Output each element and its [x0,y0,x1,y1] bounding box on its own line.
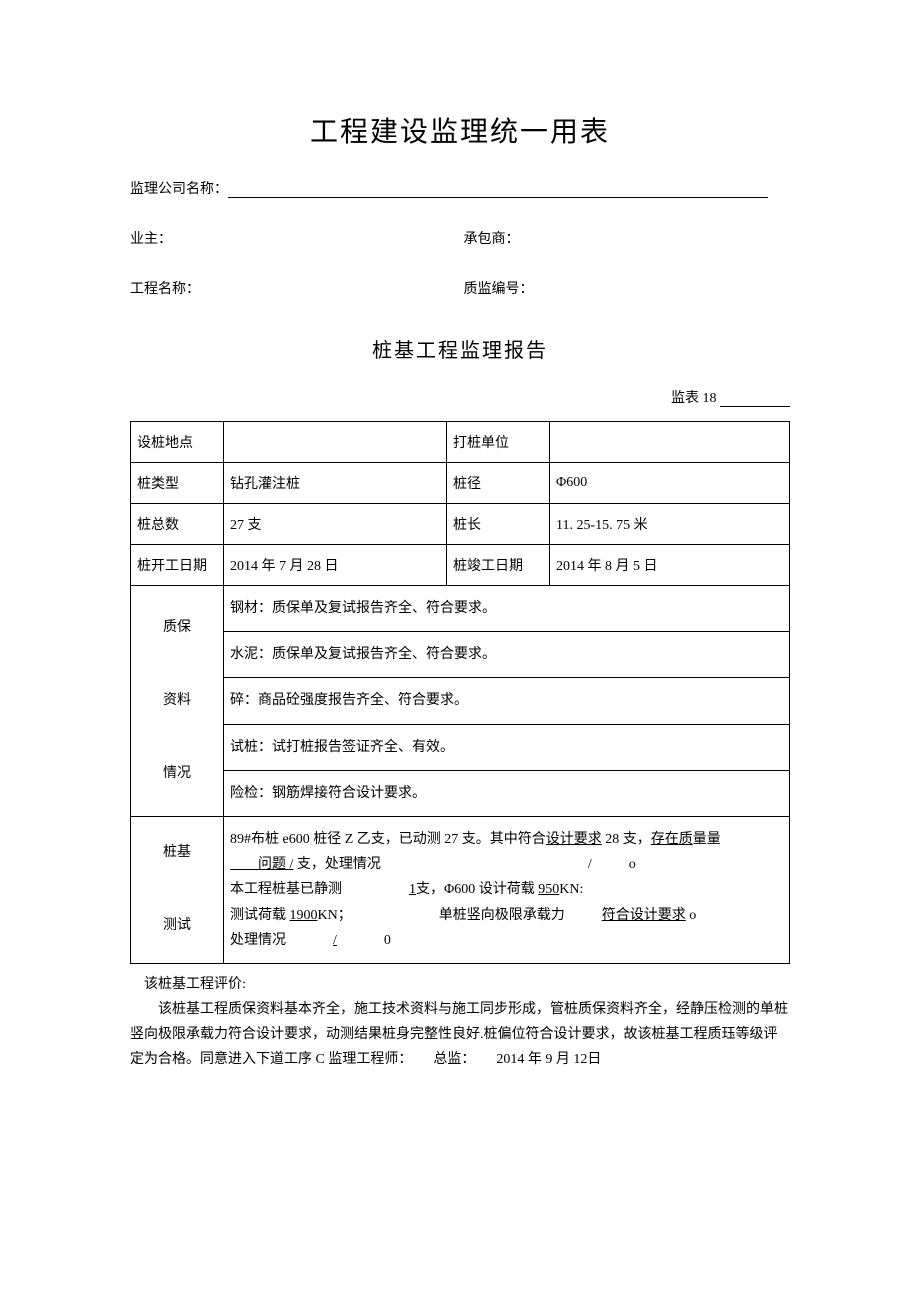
company-line: 监理公司名称： [130,178,790,198]
cell-value: 钻孔灌注桩 [224,463,447,504]
qc-no-label: 质监编号： [464,278,534,298]
text-underline: 问题 [230,857,290,872]
cell-value: 2014 年 8 月 5 日 [550,545,790,586]
table-row: 水泥：质保单及复试报告齐全、符合要求。 [131,632,790,678]
table-row: 桩开工日期 2014 年 7 月 28 日 桩竣工日期 2014 年 8 月 5… [131,545,790,586]
document-title: 工程建设监理统一用表 [130,110,790,150]
company-underline [228,183,768,198]
text: KN: [559,882,583,897]
text-underline: / [333,933,337,948]
test-line: 测试荷载 1900KN； 单桩竖向极限承载力 符合设计要求 o [230,903,783,928]
text: 0 [384,933,391,948]
test-line: 问题 / 支，处理情况 / o [230,852,783,877]
cell-value: 27 支 [224,504,447,545]
cell-value: Φ600 [550,463,790,504]
evaluation-paragraph: 该桩基工程质保资料基本齐全，施工技术资料与施工同步形成，管桩质保资料齐全，经静压… [130,997,790,1073]
text: 28 支， [602,832,651,847]
text: KN； [318,908,352,923]
contractor-label: 承包商： [464,228,520,248]
test-label-2: 测试 [137,908,217,944]
qa-label-3: 情况 [137,756,217,792]
text: / [588,857,592,872]
cell-value [224,422,447,463]
text: 单桩竖向极限承载力 [439,908,565,923]
cell-value: 11. 25-15. 75 米 [550,504,790,545]
table-row: 质保 资料 情况 钢材：质保单及复试报告齐全、符合要求。 [131,586,790,632]
cell-label: 设桩地点 [131,422,224,463]
text-underline: 符合设计要求 [602,908,686,923]
form-number-label: 监表 18 [671,391,717,406]
table-row: 桩总数 27 支 桩长 11. 25-15. 75 米 [131,504,790,545]
qa-line: 险检：钢筋焊接符合设计要求。 [224,770,790,816]
evaluation-title: 该桩基工程评价: [130,972,790,997]
qa-label-2: 资料 [137,683,217,719]
test-body-cell: 89#布桩 e600 桩径 Z 乙支，已动测 27 支。其中符合设计要求 28 … [224,816,790,963]
text: 本工程桩基已静测 [230,882,342,897]
text-underline: 1900 [290,908,318,923]
cell-label: 桩长 [447,504,550,545]
qa-line: 碎：商品砼强度报告齐全、符合要求。 [224,678,790,724]
table-row: 险检：钢筋焊接符合设计要求。 [131,770,790,816]
table-row: 设桩地点 打桩单位 [131,422,790,463]
cell-label: 桩开工日期 [131,545,224,586]
cell-label: 桩总数 [131,504,224,545]
text: o [629,857,636,872]
cell-label: 打桩单位 [447,422,550,463]
text: 支，Φ600 设计荷载 [416,882,538,897]
test-line: 处理情况 / 0 [230,928,783,953]
qa-line: 水泥：质保单及复试报告齐全、符合要求。 [224,632,790,678]
text-underline: 设计要求 [546,832,602,847]
cell-label: 桩径 [447,463,550,504]
project-qc-line: 工程名称： 质监编号： [130,278,790,298]
qa-section-label: 质保 资料 情况 [131,586,224,817]
text: 支，处理情况 [293,857,381,872]
cell-label: 桩类型 [131,463,224,504]
table-row: 试桩：试打桩报告签证齐全、有效。 [131,724,790,770]
owner-label: 业主： [130,228,460,248]
table-row: 碎：商品砼强度报告齐全、符合要求。 [131,678,790,724]
cell-label: 桩竣工日期 [447,545,550,586]
sub-title: 桩基工程监理报告 [130,334,790,363]
qa-line: 试桩：试打桩报告签证齐全、有效。 [224,724,790,770]
company-label: 监理公司名称： [130,182,228,197]
text: 处理情况 [230,933,286,948]
main-table: 设桩地点 打桩单位 桩类型 钻孔灌注桩 桩径 Φ600 桩总数 27 支 桩长 … [130,421,790,964]
text: 89#布桩 e600 桩径 Z 乙支，已动测 27 支。其中符合 [230,832,546,847]
table-row: 桩类型 钻孔灌注桩 桩径 Φ600 [131,463,790,504]
qa-line: 钢材：质保单及复试报告齐全、符合要求。 [224,586,790,632]
text: 量量 [693,832,721,847]
text-underline: 950 [538,882,559,897]
project-label: 工程名称： [130,278,460,298]
text: 测试荷载 [230,908,290,923]
owner-contractor-line: 业主： 承包商： [130,228,790,248]
table-row: 桩基 测试 89#布桩 e600 桩径 Z 乙支，已动测 27 支。其中符合设计… [131,816,790,963]
form-number-underline [720,392,790,407]
test-section-label: 桩基 测试 [131,816,224,963]
cell-value [550,422,790,463]
cell-value: 2014 年 7 月 28 日 [224,545,447,586]
test-line: 本工程桩基已静测 1支，Φ600 设计荷载 950KN: [230,877,783,902]
text: o [686,908,697,923]
evaluation-block: 该桩基工程评价: 该桩基工程质保资料基本齐全，施工技术资料与施工同步形成，管桩质… [130,972,790,1073]
test-label-1: 桩基 [137,835,217,871]
test-line: 89#布桩 e600 桩径 Z 乙支，已动测 27 支。其中符合设计要求 28 … [230,827,783,852]
text-underline: 1 [409,882,416,897]
qa-label-1: 质保 [137,610,217,646]
text-underline: 存在质 [651,832,693,847]
form-number-line: 监表 18 [130,387,790,407]
